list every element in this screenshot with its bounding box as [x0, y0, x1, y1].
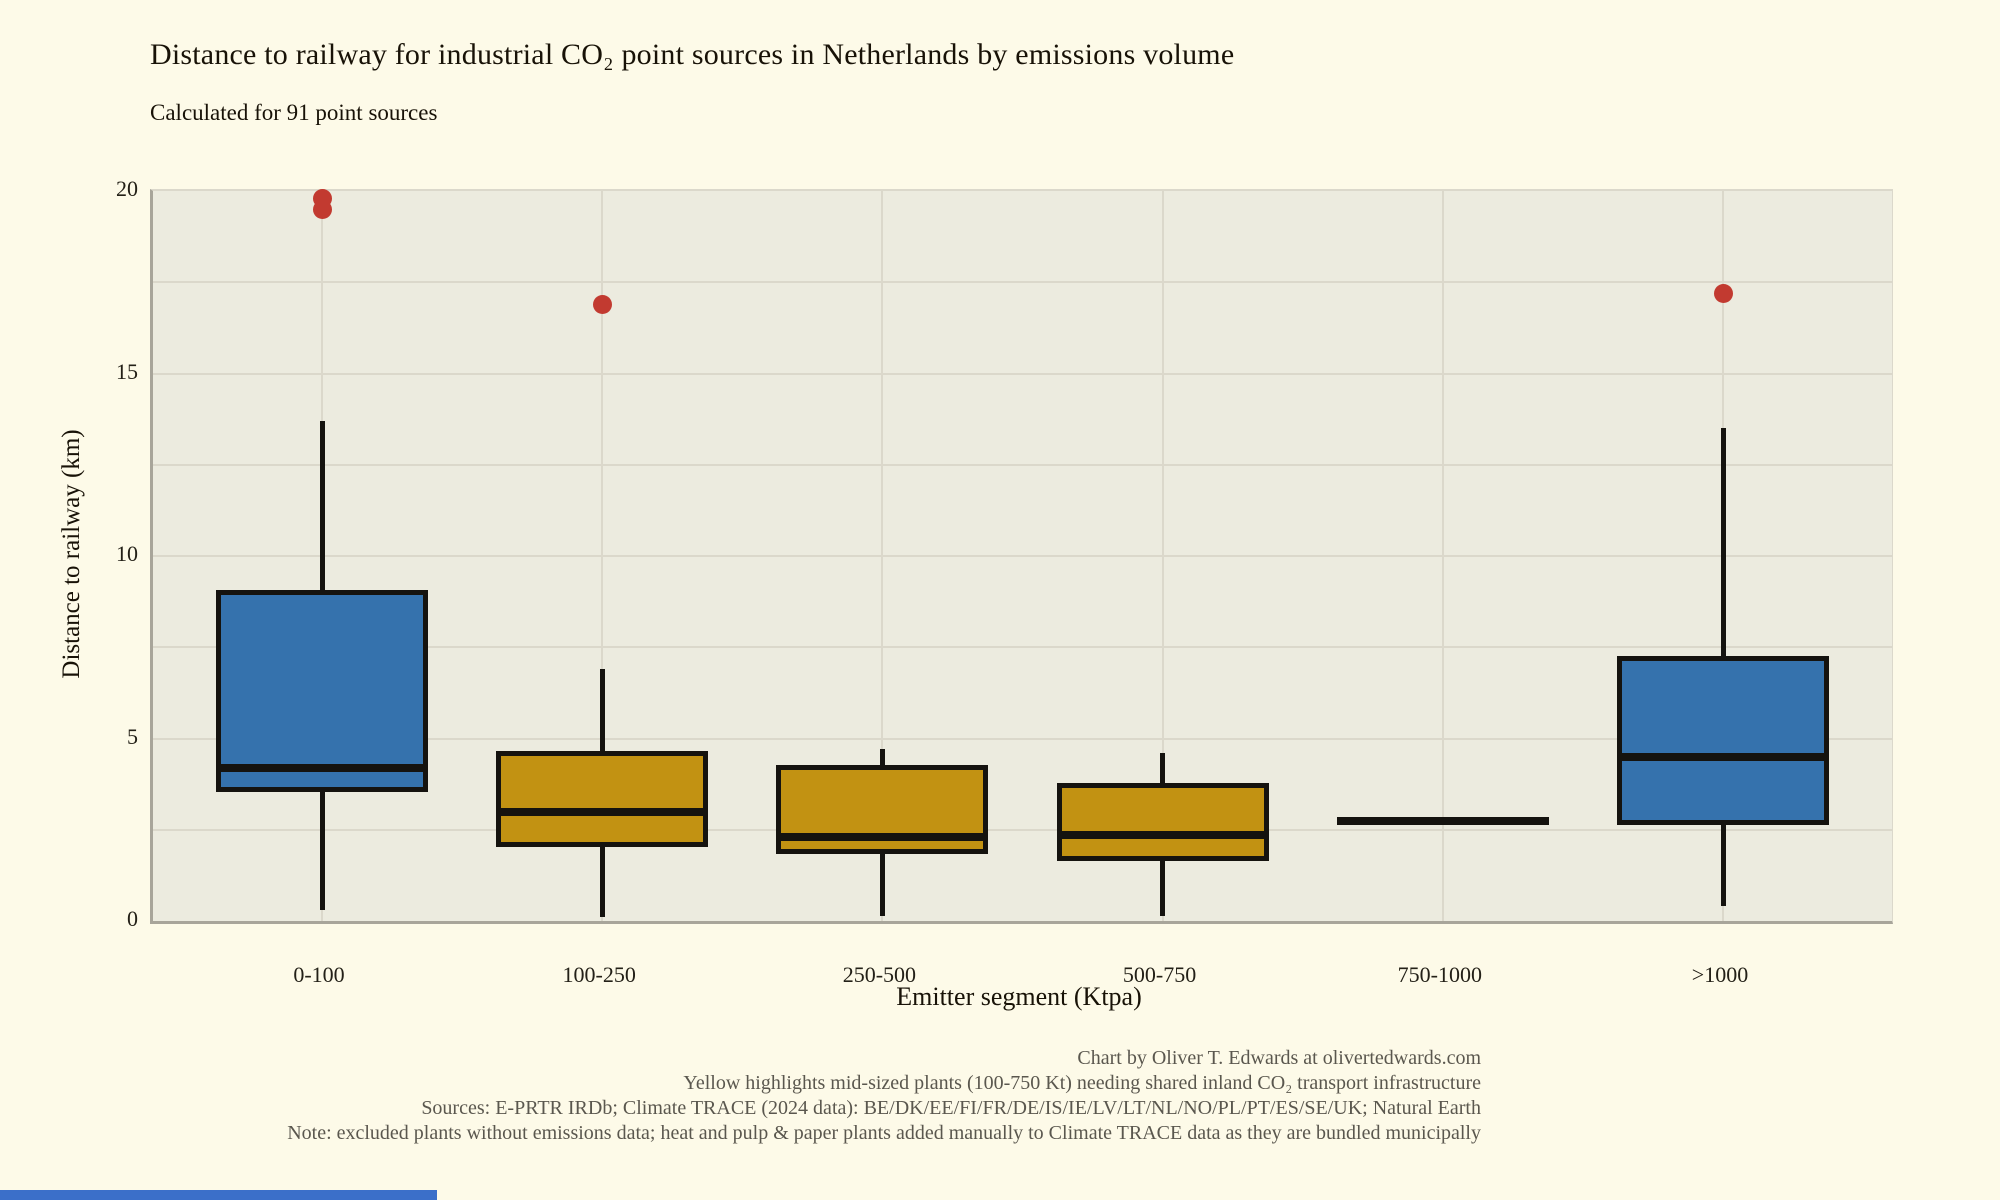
v-gridline [1441, 191, 1444, 921]
outlier-dot [592, 294, 612, 314]
footer-credit-line: Chart by Oliver T. Edwards at olivertedw… [1077, 1047, 1481, 1069]
h-gridline [153, 737, 1892, 740]
x-tick-label: 100-250 [562, 962, 636, 987]
bottom-accent-bar [0, 1190, 437, 1200]
y-tick-label: 10 [116, 541, 138, 566]
x-tick-label: 500-750 [1122, 962, 1197, 987]
x-axis-label: Emitter segment (Ktpa) [896, 982, 1142, 1011]
y-tick-label: 20 [116, 176, 138, 201]
footer-sources-line: Sources: E-PRTR IRDb; Climate TRACE (202… [421, 1097, 1481, 1119]
y-tick-label: 15 [116, 358, 138, 384]
median-line [501, 807, 704, 816]
chart-subtitle: Calculated for 91 point sources [150, 100, 438, 125]
h-gridline [153, 828, 1892, 831]
v-gridline [1161, 191, 1164, 921]
median-line [1622, 752, 1824, 761]
median-line [781, 833, 984, 842]
median-line [1336, 816, 1549, 825]
y-tick-label: 0 [127, 906, 138, 931]
x-tick-label: >1000 [1691, 962, 1749, 987]
chart-title: Distance to railway for industrial CO₂ p… [150, 38, 1235, 71]
footer-note-line: Note: excluded plants without emissions … [287, 1122, 1481, 1144]
h-gridline [153, 646, 1892, 649]
y-tick-label: 5 [127, 723, 138, 749]
plot-area [150, 188, 1893, 924]
x-tick-label: 750-1000 [1397, 962, 1482, 987]
x-tick-label: 0-100 [293, 962, 345, 987]
chart-footer: Chart by Oliver T. Edwards at olivertedw… [287, 1046, 1481, 1146]
median-line [1061, 831, 1264, 840]
h-gridline [153, 372, 1892, 375]
outlier-dot [312, 188, 332, 208]
box-rect [496, 750, 709, 847]
v-gridline [601, 191, 604, 921]
footer-note-yellow: Yellow highlights mid-sized plants (100-… [683, 1072, 1481, 1094]
box-rect [216, 590, 428, 793]
box-rect [1617, 655, 1829, 825]
x-tick-label: 250-500 [842, 962, 917, 987]
h-gridline [153, 555, 1892, 557]
h-gridline [153, 281, 1892, 284]
median-line [221, 763, 423, 772]
v-gridline [881, 191, 884, 921]
outlier-dot [1713, 283, 1733, 303]
box-rect [1056, 783, 1269, 862]
h-gridline [153, 463, 1892, 466]
